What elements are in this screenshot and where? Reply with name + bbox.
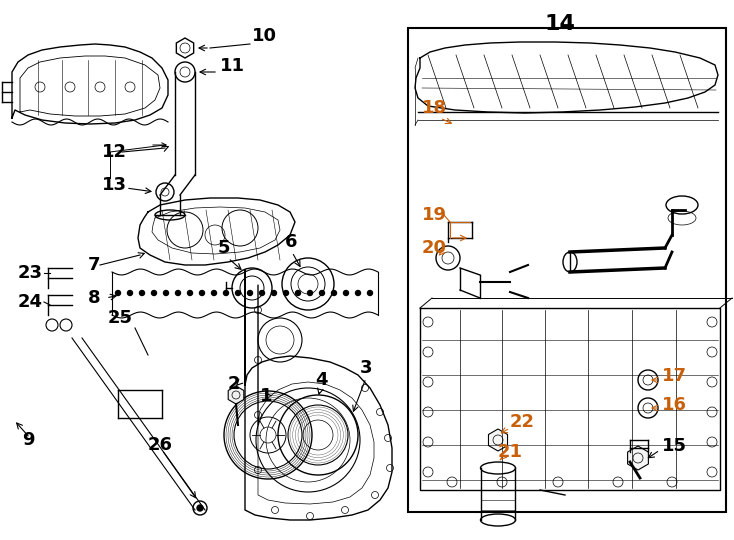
Bar — [408, 28, 726, 512]
Text: 24: 24 — [18, 293, 43, 311]
Text: 23: 23 — [18, 264, 43, 282]
Circle shape — [236, 291, 241, 295]
Circle shape — [115, 291, 120, 295]
Circle shape — [308, 291, 313, 295]
Text: 15: 15 — [662, 437, 687, 455]
Circle shape — [283, 291, 288, 295]
Text: 18: 18 — [422, 99, 447, 117]
Text: 8: 8 — [88, 289, 101, 307]
Text: 13: 13 — [102, 176, 127, 194]
Text: 6: 6 — [285, 233, 297, 251]
Circle shape — [332, 291, 336, 295]
Circle shape — [368, 291, 372, 295]
Text: 20: 20 — [422, 239, 447, 257]
Text: 19: 19 — [422, 206, 447, 224]
Ellipse shape — [481, 462, 515, 474]
Text: 11: 11 — [220, 57, 245, 75]
Circle shape — [175, 291, 181, 295]
Circle shape — [151, 291, 156, 295]
Text: 4: 4 — [315, 371, 327, 389]
Text: 16: 16 — [662, 396, 687, 414]
Circle shape — [272, 291, 277, 295]
Text: 2: 2 — [228, 375, 241, 393]
Circle shape — [139, 291, 145, 295]
Circle shape — [200, 291, 205, 295]
Text: 14: 14 — [545, 14, 575, 34]
Circle shape — [197, 505, 203, 511]
Circle shape — [211, 291, 217, 295]
Text: 1: 1 — [260, 387, 272, 405]
Text: 10: 10 — [252, 27, 277, 45]
Text: 26: 26 — [148, 436, 173, 454]
Circle shape — [296, 291, 300, 295]
Text: 21: 21 — [498, 443, 523, 461]
Circle shape — [164, 291, 169, 295]
Text: 17: 17 — [662, 367, 687, 385]
Text: 3: 3 — [360, 359, 372, 377]
Circle shape — [319, 291, 324, 295]
Circle shape — [344, 291, 349, 295]
Ellipse shape — [481, 514, 515, 526]
Circle shape — [223, 291, 228, 295]
Circle shape — [355, 291, 360, 295]
Text: 12: 12 — [102, 143, 127, 161]
Circle shape — [187, 291, 192, 295]
Circle shape — [260, 291, 264, 295]
Text: 9: 9 — [22, 431, 34, 449]
Text: 5: 5 — [218, 239, 230, 257]
Circle shape — [247, 291, 252, 295]
Text: 7: 7 — [88, 256, 101, 274]
Text: 22: 22 — [510, 413, 535, 431]
Text: 25: 25 — [108, 309, 133, 327]
Circle shape — [128, 291, 133, 295]
